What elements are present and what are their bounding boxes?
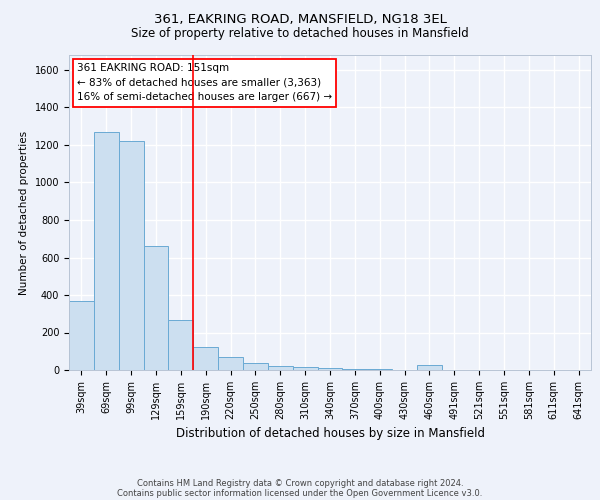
Bar: [119, 141, 143, 370]
Bar: [193, 346, 218, 370]
Bar: [417, 366, 442, 370]
Text: Size of property relative to detached houses in Mansfield: Size of property relative to detached ho…: [131, 28, 469, 40]
Text: 361 EAKRING ROAD: 151sqm
← 83% of detached houses are smaller (3,363)
16% of sem: 361 EAKRING ROAD: 151sqm ← 83% of detach…: [77, 63, 332, 102]
Bar: [218, 357, 243, 370]
Bar: [94, 132, 119, 370]
Y-axis label: Number of detached properties: Number of detached properties: [19, 130, 29, 294]
Bar: [243, 364, 268, 370]
Bar: [69, 300, 94, 370]
Bar: [268, 366, 293, 370]
Bar: [169, 320, 193, 370]
Bar: [317, 368, 343, 370]
Bar: [143, 246, 169, 370]
Bar: [343, 368, 367, 370]
Text: Contains public sector information licensed under the Open Government Licence v3: Contains public sector information licen…: [118, 488, 482, 498]
Bar: [293, 368, 317, 370]
Text: Contains HM Land Registry data © Crown copyright and database right 2024.: Contains HM Land Registry data © Crown c…: [137, 478, 463, 488]
Bar: [367, 369, 392, 370]
X-axis label: Distribution of detached houses by size in Mansfield: Distribution of detached houses by size …: [176, 428, 485, 440]
Text: 361, EAKRING ROAD, MANSFIELD, NG18 3EL: 361, EAKRING ROAD, MANSFIELD, NG18 3EL: [154, 12, 446, 26]
